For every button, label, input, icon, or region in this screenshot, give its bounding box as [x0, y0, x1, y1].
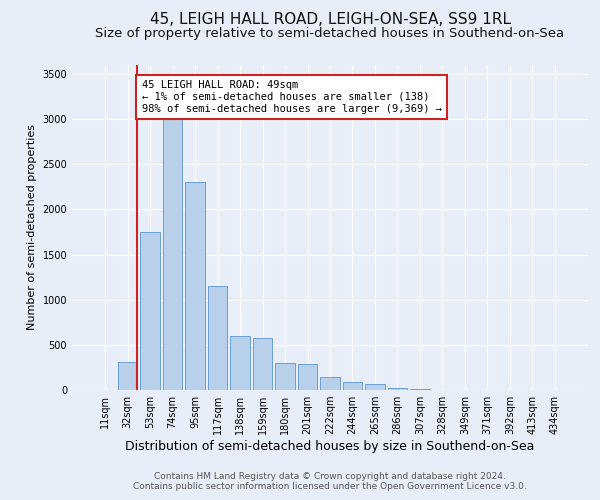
Bar: [298, 364, 317, 390]
Text: 45 LEIGH HALL ROAD: 49sqm
← 1% of semi-detached houses are smaller (138)
98% of : 45 LEIGH HALL ROAD: 49sqm ← 1% of semi-d…: [142, 80, 442, 114]
Text: Contains HM Land Registry data © Crown copyright and database right 2024.: Contains HM Land Registry data © Crown c…: [154, 472, 506, 481]
Bar: [253, 338, 272, 390]
Bar: [118, 362, 137, 390]
Bar: [388, 388, 407, 390]
Bar: [365, 384, 385, 390]
Bar: [140, 232, 160, 390]
Bar: [275, 364, 295, 390]
Text: Size of property relative to semi-detached houses in Southend-on-Sea: Size of property relative to semi-detach…: [95, 28, 565, 40]
Bar: [320, 378, 340, 390]
Bar: [185, 182, 205, 390]
Bar: [230, 336, 250, 390]
Text: 45, LEIGH HALL ROAD, LEIGH-ON-SEA, SS9 1RL: 45, LEIGH HALL ROAD, LEIGH-ON-SEA, SS9 1…: [149, 12, 511, 28]
Text: Contains public sector information licensed under the Open Government Licence v3: Contains public sector information licen…: [133, 482, 527, 491]
X-axis label: Distribution of semi-detached houses by size in Southend-on-Sea: Distribution of semi-detached houses by …: [125, 440, 535, 453]
Bar: [343, 382, 362, 390]
Y-axis label: Number of semi-detached properties: Number of semi-detached properties: [27, 124, 37, 330]
Bar: [208, 286, 227, 390]
Bar: [163, 119, 182, 390]
